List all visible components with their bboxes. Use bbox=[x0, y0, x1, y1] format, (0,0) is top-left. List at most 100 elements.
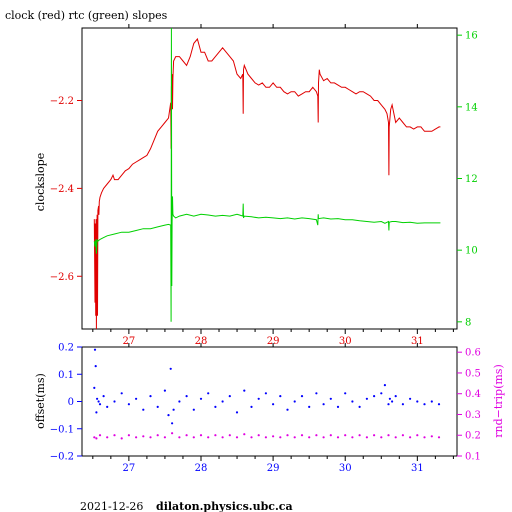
offset-point-0 bbox=[373, 395, 376, 398]
offset-point-1 bbox=[149, 436, 152, 439]
offset-point-1 bbox=[344, 434, 347, 437]
chart-title: clock (red) rtc (green) slopes bbox=[5, 9, 168, 22]
offset-point-0 bbox=[235, 411, 239, 414]
slopes-plot-frame bbox=[81, 27, 458, 330]
offset-plot-frame bbox=[81, 346, 458, 457]
offset-point-0 bbox=[315, 392, 318, 395]
slopes-panel: 27 28 29 30 31 −2.2 −2.4 −2.6 8 10 12 14 16 clocks… bbox=[34, 24, 478, 347]
offset-point-0 bbox=[401, 403, 404, 406]
offset-left-tick-label: 0.2 bbox=[58, 343, 74, 354]
offset-point-0 bbox=[169, 367, 172, 370]
offset-point-1 bbox=[416, 434, 419, 437]
offset-point-0 bbox=[142, 408, 145, 411]
offset-point-0 bbox=[264, 392, 267, 395]
slopes-x-tick-label: 29 bbox=[267, 336, 280, 347]
slopes-series-line-1 bbox=[93, 27, 441, 322]
offset-point-1 bbox=[235, 436, 239, 439]
offset-point-1 bbox=[199, 434, 203, 437]
offset-point-0 bbox=[383, 384, 386, 387]
offset-point-1 bbox=[409, 436, 412, 439]
slopes-x-tick-label: 27 bbox=[123, 336, 136, 347]
offset-point-0 bbox=[102, 395, 105, 398]
offset-point-0 bbox=[257, 397, 260, 400]
offset-point-0 bbox=[329, 397, 332, 400]
offset-right-tick-label: 0.1 bbox=[465, 452, 481, 463]
slopes-series-line-0 bbox=[93, 37, 441, 330]
offset-right-axis: 0.1 0.2 0.3 0.4 0.5 0.6 bbox=[457, 348, 481, 463]
slopes-right-axis: 8 10 12 14 16 bbox=[457, 31, 478, 328]
slopes-series bbox=[93, 27, 441, 330]
offset-point-0 bbox=[135, 397, 138, 400]
offset-point-1 bbox=[308, 436, 311, 439]
slopes-right-tick-label: 12 bbox=[465, 174, 478, 185]
offset-point-0 bbox=[199, 397, 203, 400]
offset-point-0 bbox=[293, 400, 296, 403]
offset-point-0 bbox=[120, 392, 123, 395]
offset-point-1 bbox=[423, 436, 426, 439]
offset-point-0 bbox=[365, 397, 368, 400]
offset-x-tick-label: 28 bbox=[195, 463, 208, 474]
offset-point-1 bbox=[401, 434, 404, 437]
offset-point-0 bbox=[113, 400, 116, 403]
offset-point-0 bbox=[409, 397, 412, 400]
offset-point-0 bbox=[423, 403, 426, 406]
offset-point-0 bbox=[344, 392, 347, 395]
offset-x-axis: 27 28 29 30 31 bbox=[92, 343, 454, 474]
offset-left-tick-label: −0.1 bbox=[50, 424, 74, 435]
offset-point-1 bbox=[264, 436, 267, 439]
offset-point-1 bbox=[336, 436, 340, 439]
slopes-left-tick-label: −2.4 bbox=[50, 184, 74, 195]
offset-point-0 bbox=[106, 405, 109, 408]
offset-point-0 bbox=[149, 395, 152, 398]
offset-point-0 bbox=[391, 400, 394, 403]
offset-point-1 bbox=[228, 434, 231, 437]
offset-point-0 bbox=[93, 348, 97, 351]
offset-point-0 bbox=[416, 400, 419, 403]
offset-point-0 bbox=[430, 400, 433, 403]
slopes-right-tick-label: 10 bbox=[465, 246, 478, 257]
slopes-left-tick-label: −2.6 bbox=[50, 272, 74, 283]
offset-left-tick-label: 0 bbox=[68, 397, 74, 408]
offset-point-0 bbox=[163, 389, 166, 392]
offset-left-tick-label: −0.2 bbox=[50, 452, 74, 463]
offset-point-1 bbox=[214, 434, 217, 437]
offset-point-1 bbox=[221, 436, 224, 439]
offset-point-0 bbox=[214, 405, 217, 408]
offset-point-0 bbox=[192, 408, 195, 411]
offset-point-0 bbox=[93, 386, 96, 389]
offset-point-1 bbox=[127, 434, 130, 437]
offset-right-tick-label: 0.5 bbox=[465, 368, 481, 379]
offset-point-1 bbox=[192, 436, 195, 439]
offset-point-1 bbox=[430, 435, 433, 438]
slopes-y-axis-label: clockslope bbox=[34, 153, 47, 211]
offset-point-1 bbox=[373, 434, 376, 437]
rndtrip-y-axis-label: rnd−trip(ms) bbox=[492, 364, 505, 438]
footer-host: dilaton.physics.ubc.ca bbox=[156, 500, 293, 512]
offset-point-0 bbox=[387, 403, 390, 406]
offset-x-tick-label: 31 bbox=[411, 463, 424, 474]
offset-point-1 bbox=[113, 434, 116, 437]
offset-point-0 bbox=[300, 395, 304, 398]
offset-point-0 bbox=[250, 405, 253, 408]
offset-point-1 bbox=[120, 437, 123, 440]
offset-point-1 bbox=[106, 436, 109, 439]
offset-panel: 27 28 29 30 31 0.20.10−0.1−0.2 0.10.20.30.40… bbox=[34, 343, 505, 475]
offset-right-tick-label: 0.6 bbox=[465, 348, 481, 359]
slopes-right-tick-label: 14 bbox=[465, 102, 478, 113]
offset-point-0 bbox=[185, 395, 188, 398]
footer-date: 2021-12-26 bbox=[80, 500, 143, 512]
offset-point-1 bbox=[279, 436, 282, 439]
offset-point-1 bbox=[286, 434, 289, 437]
offset-x-tick-label: 27 bbox=[123, 463, 136, 474]
offset-y-axis-label: offset(ms) bbox=[34, 373, 47, 429]
offset-point-0 bbox=[156, 405, 159, 408]
offset-point-1 bbox=[257, 434, 260, 437]
offset-point-0 bbox=[171, 422, 174, 425]
offset-point-1 bbox=[394, 436, 397, 439]
offset-point-0 bbox=[394, 395, 397, 398]
offset-point-0 bbox=[228, 395, 231, 398]
offset-point-0 bbox=[172, 408, 175, 411]
offset-point-1 bbox=[380, 436, 383, 439]
offset-point-1 bbox=[178, 436, 181, 439]
